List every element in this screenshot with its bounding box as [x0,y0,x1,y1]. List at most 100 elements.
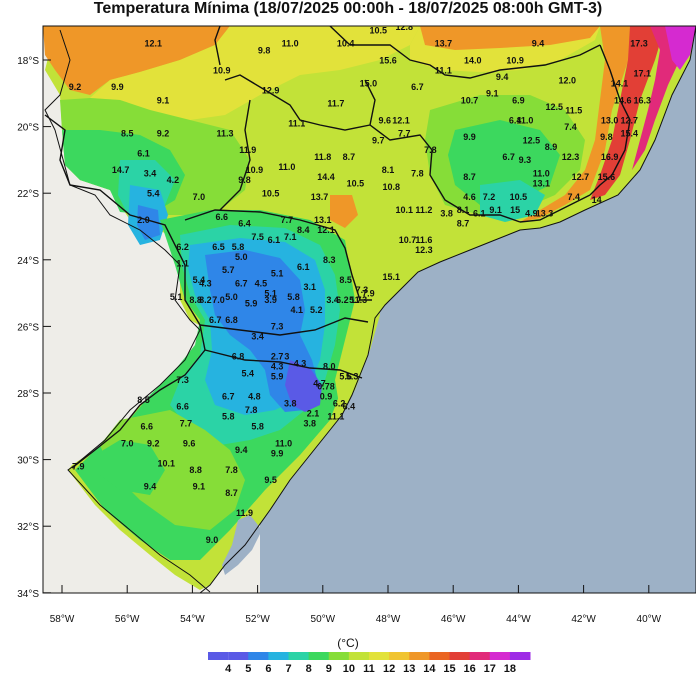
station-value: 8.9 [545,142,558,152]
station-value: 1.1 [176,258,189,268]
colorbar-swatch [328,652,350,660]
lat-label: 26°S [17,322,39,333]
station-value: 3.4 [144,169,157,179]
station-value: 9.3 [519,155,532,165]
station-value: 16.3 [634,95,652,105]
station-value: 9.1 [193,482,206,492]
lon-label: 52°W [245,614,270,625]
station-value: 12.7 [620,115,638,125]
colorbar-swatch [248,652,269,660]
station-value: 9.2 [69,82,82,92]
station-value: 9.6 [183,438,196,448]
station-value: 11.0 [282,39,299,49]
station-value: 2.1 [307,408,320,418]
station-value: 12.3 [562,152,580,162]
station-value: 9.9 [463,132,476,142]
lightgreen-rs [100,410,245,530]
station-value: 14.4 [317,172,335,182]
lon-label: 56°W [115,614,140,625]
station-value: 6.9 [512,95,525,105]
station-value: 10.7 [399,235,417,245]
lon-label: 42°W [571,614,596,625]
station-value: 11.3 [350,295,367,305]
station-value: 8.4 [297,225,310,235]
colorbar-label: 17 [484,663,496,673]
station-value: 7.0 [193,192,206,202]
colorbar-swatch [308,652,330,660]
colorbar-label: 15 [443,663,455,673]
map-border [42,25,696,594]
station-value: 9.8 [600,132,613,142]
station-value: 6.1 [137,149,150,159]
station-value: 6.7 [411,82,424,92]
station-value: 5.8 [232,242,245,252]
station-value: 8.1 [457,205,470,215]
station-value: 7.1 [284,232,297,242]
station-value: 6.4 [509,115,522,125]
station-value: 3.9 [264,295,277,305]
colorbar-swatch [228,652,249,660]
lat-label: 22°S [17,189,39,200]
station-value: 8.5 [137,395,150,405]
station-value: 6.7 [209,315,222,325]
station-value: 5.3 [346,372,359,382]
station-value: 7.7 [398,129,411,139]
lat-label: 18°S [17,56,39,67]
station-value: 5.0 [225,292,238,302]
station-value: 7.5 [251,232,264,242]
country-border [44,29,211,593]
station-value: 10.9 [246,165,264,175]
station-value: 6.8 [232,352,245,362]
station-value: 2.0 [137,215,150,225]
station-value: 4.6 [463,192,476,202]
station-value: 9.4 [532,39,545,49]
units-label: (°C) [337,636,359,650]
colorbar-swatch [389,652,410,660]
lat-label: 32°S [17,522,39,533]
station-value: 11.9 [236,508,253,518]
station-value: 8.8 [189,465,202,475]
station-value: 12.3 [415,245,433,255]
station-value: 12.1 [317,225,335,235]
station-value: 8.1 [382,165,395,175]
station-value: 8.8 [189,295,202,305]
station-value: 9.1 [157,95,170,105]
station-value: 5.6 [339,372,352,382]
deep-blue-west [137,205,160,240]
map-frame: 12.1 9.8 11.0 10.4 10.5 12.8 13.7 9.4 17.3 10.9 15… [43,26,696,593]
deep-cold-core [285,360,322,412]
lat-label: 34°S [17,589,39,600]
station-value: 7.3 [356,285,369,295]
station-value: 13.1 [314,215,332,225]
station-value: 7.8 [424,145,437,155]
station-value: 4.2 [167,175,180,185]
station-value: 4.7 [313,378,326,388]
station-value: 5.0 [235,252,248,262]
station-value: 6.7 [222,392,235,402]
station-value: 9.4 [144,482,157,492]
station-value: 14.7 [112,165,130,175]
lat-label: 20°S [17,123,39,134]
station-value: 14 [592,195,602,205]
colorbar-label: 13 [403,663,415,673]
colorbar-label: 7 [285,663,291,673]
station-value: 7.8 [225,465,238,475]
station-value: 3.8 [440,209,453,219]
station-value: 13.3 [536,209,554,219]
station-value: 7.0 [121,438,134,448]
latitude-axis: 18°S 20°S 22°S 24°S 26°S 28°S 30°S 32°S 34°S [17,56,51,600]
colorbar-swatch [509,652,531,660]
station-value: 5.7 [349,295,362,305]
longitude-axis: 58°W 56°W 54°W 52°W 50°W 48°W 46°W 44°W 42°W 40°W [50,585,662,625]
colorbar-swatch [449,652,471,660]
station-value: 4.8 [248,392,261,402]
station-value: 11.1 [327,412,344,422]
station-value: 12.1 [145,39,163,49]
colorbar-label: 18 [504,663,516,673]
station-value: 8.0 [323,362,336,372]
station-value: 10.5 [347,179,365,189]
station-value: 9.7 [372,135,385,145]
station-value: 10.4 [337,39,355,49]
station-value: 12.9 [262,85,280,95]
